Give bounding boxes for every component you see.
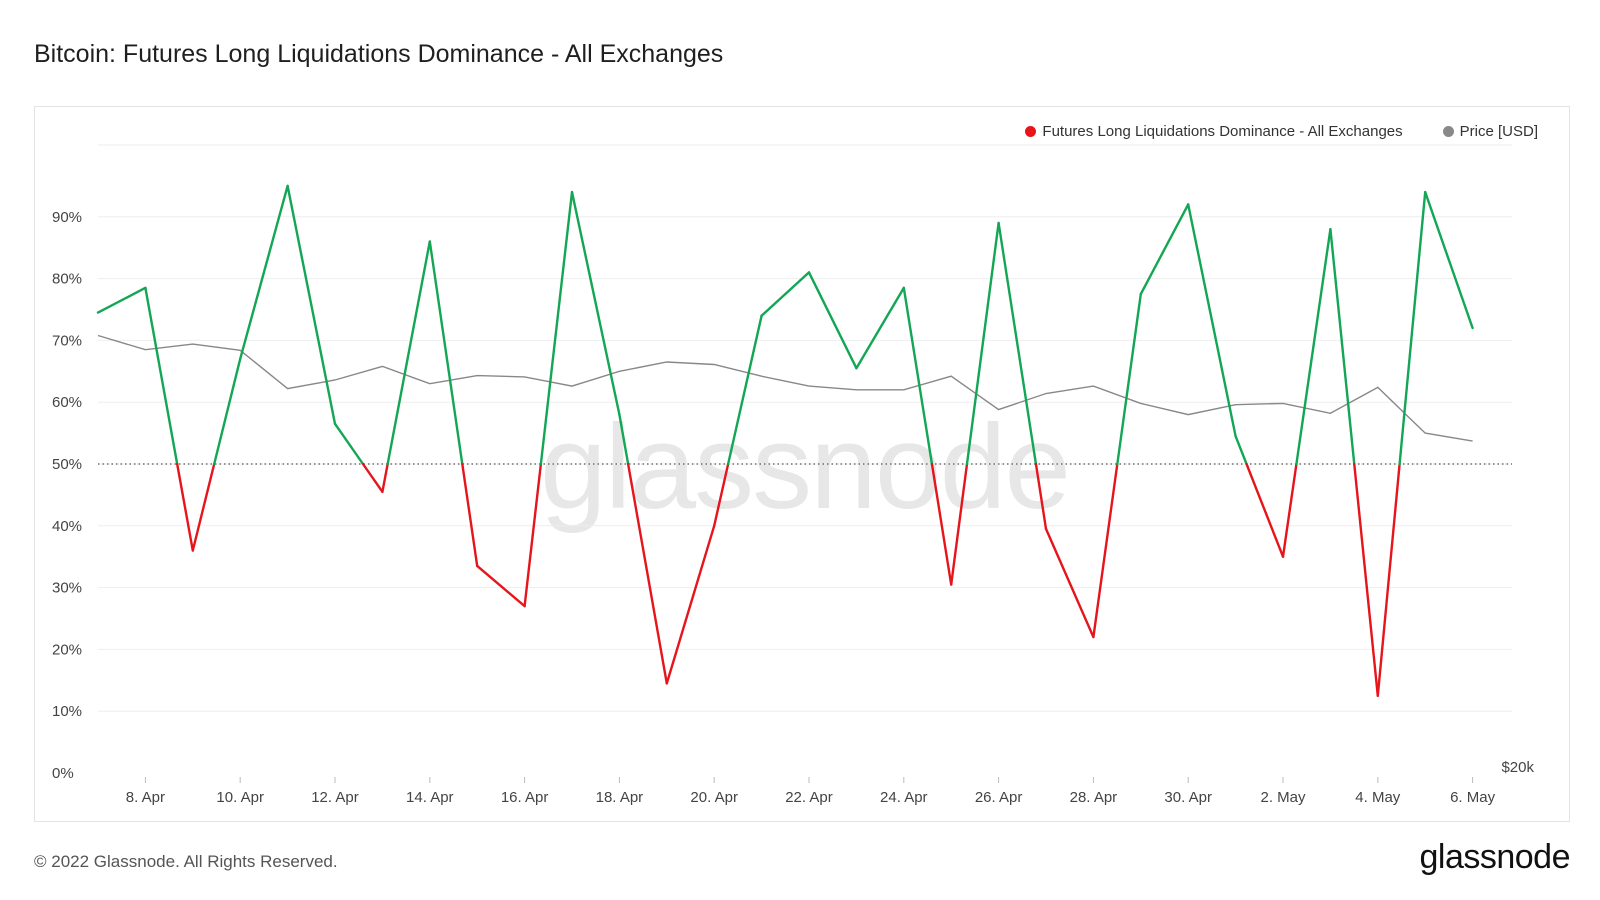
dominance-segment xyxy=(286,184,337,426)
dominance-segment xyxy=(361,462,384,494)
right-axis-label: $20k xyxy=(1501,759,1534,776)
dominance-segment xyxy=(618,413,630,466)
dominance-segment xyxy=(1116,292,1143,466)
legend-label-price: Price [USD] xyxy=(1459,123,1538,140)
dominance-segment xyxy=(381,462,389,494)
chart-title: Bitcoin: Futures Long Liquidations Domin… xyxy=(34,40,724,68)
legend-label-dominance: Futures Long Liquidations Dominance - Al… xyxy=(1042,123,1403,140)
x-tick-label: 14. Apr xyxy=(406,789,454,806)
dominance-segment xyxy=(428,240,464,466)
dominance-segment xyxy=(191,462,216,552)
dominance-segment xyxy=(213,357,242,466)
dominance-segment xyxy=(1139,203,1190,296)
dominance-segment xyxy=(333,422,365,466)
dominance-segment xyxy=(760,271,811,317)
dominance-segment xyxy=(539,190,574,466)
y-tick-label: 20% xyxy=(52,641,82,658)
dominance-segment xyxy=(1234,434,1248,466)
dominance-segment xyxy=(1398,190,1427,466)
dominance-segment xyxy=(238,184,289,361)
dominance-segment xyxy=(930,462,953,586)
legend-item-dominance[interactable]: Futures Long Liquidations Dominance - Al… xyxy=(1025,123,1403,140)
dominance-segment xyxy=(855,286,905,370)
dominance-segment xyxy=(807,271,858,370)
dominance-segment xyxy=(950,462,969,586)
dominance-segment xyxy=(461,462,479,568)
dominance-segment xyxy=(665,524,716,685)
y-tick-label: 40% xyxy=(52,518,82,535)
x-tick-label: 6. May xyxy=(1450,789,1496,806)
legend-item-price[interactable]: Price [USD] xyxy=(1442,123,1538,140)
x-tick-label: 8. Apr xyxy=(126,789,165,806)
y-tick-label: 90% xyxy=(52,209,82,226)
y-tick-label: 30% xyxy=(52,580,82,597)
copyright-footer: © 2022 Glassnode. All Rights Reserved. xyxy=(34,852,338,871)
dominance-segment xyxy=(476,564,526,608)
dominance-segment xyxy=(726,314,763,466)
x-tick-label: 10. Apr xyxy=(216,789,264,806)
dominance-segment xyxy=(386,240,431,466)
dominance-segment xyxy=(626,462,668,685)
y-tick-label: 80% xyxy=(52,271,82,288)
legend: Futures Long Liquidations Dominance - Al… xyxy=(1025,123,1538,140)
dominance-segment xyxy=(175,462,195,552)
price-line xyxy=(97,334,1473,442)
dominance-segment xyxy=(1245,462,1285,558)
x-tick-label: 18. Apr xyxy=(596,789,644,806)
dominance-segment xyxy=(570,190,621,416)
dominance-segment xyxy=(523,462,543,608)
x-tick-label: 24. Apr xyxy=(880,789,928,806)
dominance-segment xyxy=(997,221,1038,466)
gray-dot-icon xyxy=(1442,126,1454,137)
dominance-segment xyxy=(902,286,934,466)
dominance-segment xyxy=(1423,190,1474,330)
x-tick-label: 20. Apr xyxy=(690,789,738,806)
red-dot-icon xyxy=(1025,126,1037,137)
dominance-segment xyxy=(713,462,730,527)
dominance-segment xyxy=(1329,227,1356,466)
y-tick-label: 60% xyxy=(52,394,82,411)
dominance-segment xyxy=(1186,203,1237,438)
dominance-segment xyxy=(144,286,179,466)
x-tick-label: 26. Apr xyxy=(975,789,1023,806)
dominance-segment xyxy=(1295,227,1332,466)
y-tick-label: 50% xyxy=(52,456,82,473)
x-tick-label: 30. Apr xyxy=(1164,789,1212,806)
y-tick-label: 10% xyxy=(52,703,82,720)
y-tick-label: 0% xyxy=(52,765,74,782)
x-tick-label: 28. Apr xyxy=(1070,789,1118,806)
x-tick-label: 12. Apr xyxy=(311,789,359,806)
x-tick-label: 4. May xyxy=(1355,789,1401,806)
y-tick-label: 70% xyxy=(52,332,82,349)
x-tick-label: 2. May xyxy=(1260,789,1306,806)
brand-logo: glassnode xyxy=(1419,838,1570,876)
x-tick-label: 22. Apr xyxy=(785,789,833,806)
dominance-segment xyxy=(965,221,1000,466)
dominance-segment xyxy=(1353,462,1380,697)
dominance-segment xyxy=(1376,462,1401,697)
x-tick-label: 16. Apr xyxy=(501,789,549,806)
dominance-segment xyxy=(1092,462,1119,639)
dominance-segment xyxy=(1044,527,1095,639)
dominance-segment xyxy=(96,286,147,314)
chart-frame xyxy=(34,106,1570,822)
dominance-segment xyxy=(1034,462,1048,531)
dominance-segment xyxy=(1281,462,1298,558)
